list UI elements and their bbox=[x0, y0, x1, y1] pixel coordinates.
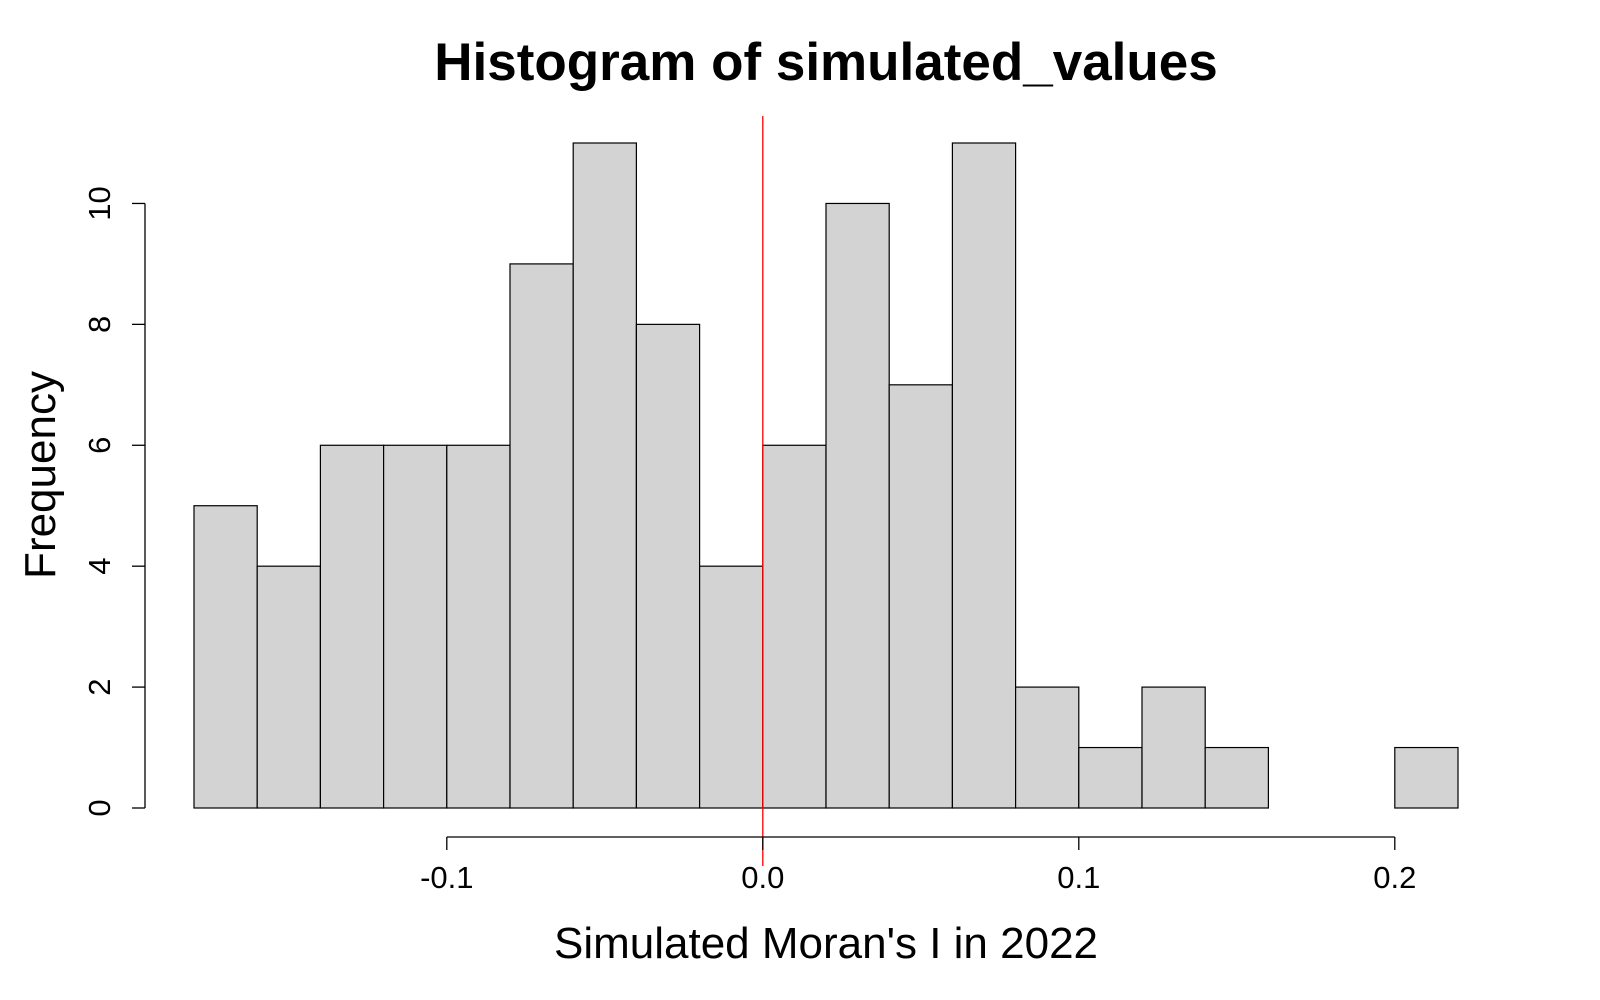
histogram-bar bbox=[319, 444, 385, 809]
x-tick-label: -0.1 bbox=[420, 860, 473, 895]
histogram-bar bbox=[635, 323, 701, 809]
histogram-bar bbox=[762, 444, 827, 809]
y-tick-label: 2 bbox=[82, 678, 117, 695]
y-axis-label: Frequency bbox=[16, 371, 65, 579]
histogram-bar bbox=[256, 565, 322, 809]
y-tick-label: 6 bbox=[82, 437, 117, 454]
histogram-bar bbox=[193, 505, 258, 809]
histogram-bar bbox=[446, 444, 511, 809]
histogram-bar bbox=[825, 202, 890, 809]
y-tick-label: 4 bbox=[82, 558, 117, 575]
x-tick-label: 0.2 bbox=[1373, 860, 1416, 895]
y-tick-label: 0 bbox=[82, 799, 117, 816]
histogram-bar bbox=[572, 142, 638, 809]
x-axis-label: Simulated Moran's I in 2022 bbox=[554, 919, 1098, 968]
x-tick-label: 0.1 bbox=[1057, 860, 1100, 895]
histogram-bar bbox=[888, 384, 954, 809]
histogram-bar bbox=[1014, 686, 1080, 809]
x-tick-label: 0.0 bbox=[741, 860, 784, 895]
histogram-bar bbox=[951, 142, 1017, 809]
histogram-bar bbox=[1078, 746, 1143, 809]
histogram-bar bbox=[1204, 746, 1269, 809]
x-axis: -0.1 0.0 0.1 0.2 bbox=[420, 836, 1416, 895]
histogram-bar bbox=[509, 263, 574, 809]
histogram-bar bbox=[383, 444, 448, 809]
y-axis: 0 2 4 6 8 10 bbox=[82, 186, 146, 817]
histogram-bar bbox=[698, 565, 764, 809]
histogram-bar bbox=[1141, 686, 1206, 809]
y-tick-label: 10 bbox=[82, 186, 117, 220]
bars-group bbox=[193, 142, 1459, 809]
histogram-bar bbox=[1394, 746, 1459, 809]
chart-title: Histogram of simulated_values bbox=[434, 33, 1217, 92]
y-tick-label: 8 bbox=[82, 316, 117, 333]
